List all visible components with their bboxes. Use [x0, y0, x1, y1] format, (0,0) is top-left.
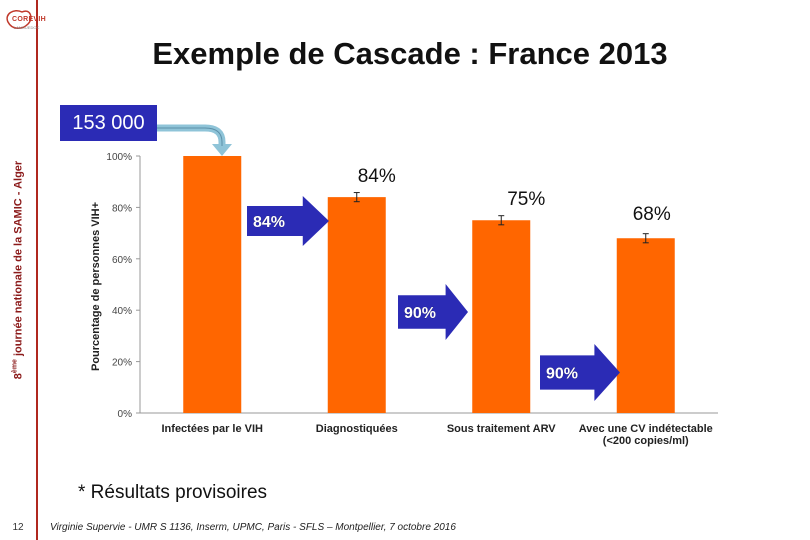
logo-subtext: LANGUEDOC — [14, 25, 40, 30]
page-number: 12 — [12, 522, 24, 533]
category-label-0: Infectées par le VIH — [162, 423, 264, 435]
y-tick-label: 0% — [118, 409, 133, 420]
bar-0 — [183, 156, 242, 413]
sidebar: COREVIH LANGUEDOC 8ème journée nationale… — [0, 0, 46, 540]
y-axis-label: Pourcentage de personnes VIH+ — [90, 202, 102, 371]
callout-arrow-shaft — [157, 124, 226, 146]
total-infected-box: 153 000 — [60, 105, 157, 141]
step-arrow-label-1: 90% — [404, 305, 436, 322]
y-tick-label: 60% — [112, 255, 132, 266]
logo-text: COREVIH — [12, 16, 46, 23]
callout-arrow-outline — [157, 127, 223, 146]
y-tick-label: 20% — [112, 358, 132, 369]
callout-arrow-head — [212, 144, 232, 156]
bar-1 — [327, 197, 386, 413]
bar-3 — [616, 238, 675, 413]
footnote: * Résultats provisoires — [78, 482, 268, 503]
step-arrow-label-2: 90% — [546, 366, 578, 383]
category-label-3: Avec une CV indétectable — [579, 423, 713, 435]
step-arrow-0 — [247, 196, 329, 246]
category-label-3: (<200 copies/ml) — [603, 435, 689, 447]
footer-citation: Virginie Supervie - UMR S 1136, Inserm, … — [50, 522, 456, 533]
bar-value-label-1: 84% — [358, 166, 396, 187]
bar-value-label-3: 68% — [633, 204, 671, 225]
step-arrow-1 — [398, 284, 468, 340]
bar-value-label-2: 75% — [507, 189, 545, 210]
y-tick-label: 80% — [112, 203, 132, 214]
step-arrow-2 — [540, 344, 620, 401]
slide-title: Exemple de Cascade : France 2013 — [152, 36, 668, 71]
y-tick-label: 40% — [112, 306, 132, 317]
y-tick-label: 100% — [106, 152, 132, 163]
corevih-logo: COREVIH LANGUEDOC — [2, 4, 46, 34]
bar-2 — [472, 220, 531, 413]
category-label-1: Diagnostiquées — [316, 423, 398, 435]
category-label-2: Sous traitement ARV — [447, 423, 556, 435]
step-arrow-label-0: 84% — [253, 214, 285, 231]
